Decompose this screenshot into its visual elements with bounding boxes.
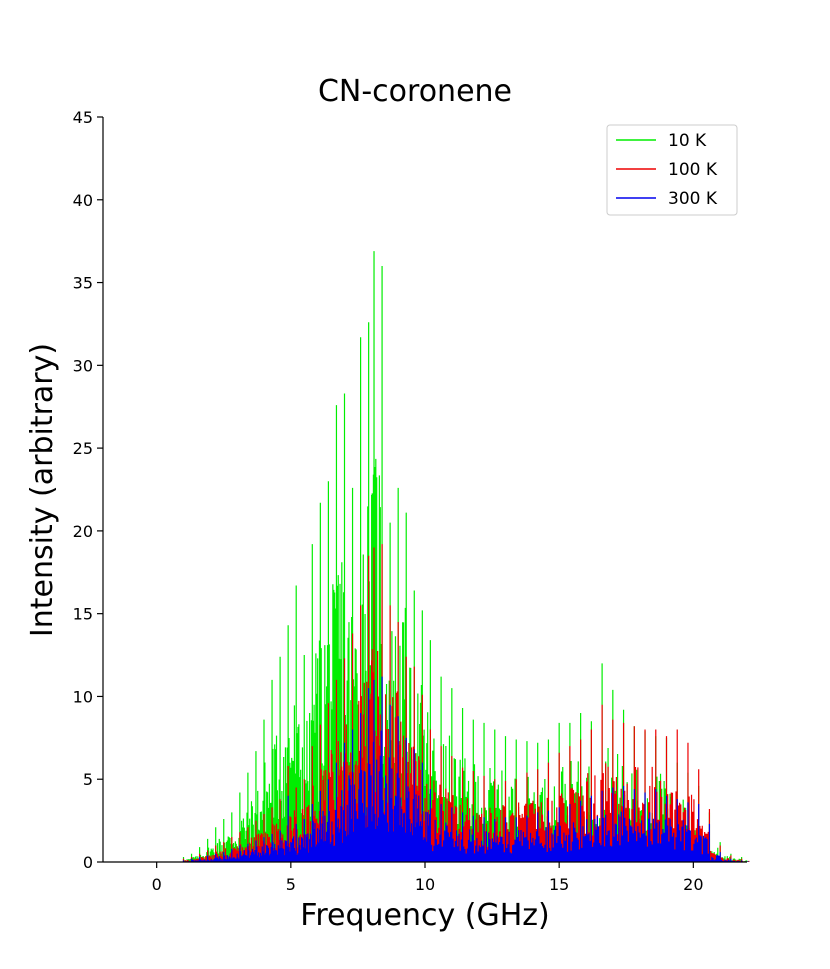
y-tick-label: 25 bbox=[73, 439, 93, 458]
y-tick-label: 15 bbox=[73, 605, 93, 624]
x-tick-label: 20 bbox=[683, 875, 703, 894]
series-lines bbox=[182, 676, 750, 862]
y-tick-label: 0 bbox=[83, 853, 93, 872]
x-axis-ticks: 0 5 10 15 20 bbox=[152, 862, 704, 894]
y-tick-label: 5 bbox=[83, 770, 93, 789]
chart-title: CN-coronene bbox=[318, 74, 512, 109]
series-layer bbox=[103, 251, 750, 863]
y-tick-label: 30 bbox=[73, 356, 93, 375]
y-tick-label: 40 bbox=[73, 191, 93, 210]
legend-label-300k: 300 K bbox=[668, 189, 718, 209]
y-tick-label: 10 bbox=[73, 687, 93, 706]
legend-label-100k: 100 K bbox=[668, 160, 718, 180]
legend-label-10k: 10 K bbox=[668, 131, 707, 151]
y-tick-label: 45 bbox=[73, 108, 93, 127]
x-tick-label: 15 bbox=[549, 875, 569, 894]
x-tick-label: 5 bbox=[286, 875, 296, 894]
series-lines bbox=[182, 251, 750, 862]
x-tick-label: 10 bbox=[415, 875, 435, 894]
x-tick-label: 0 bbox=[152, 875, 162, 894]
y-axis-ticks: 0 5 10 15 20 25 30 35 40 45 bbox=[73, 108, 103, 872]
legend-box bbox=[606, 124, 738, 216]
legend: 10 K 100 K 300 K bbox=[606, 124, 738, 216]
y-tick-label: 20 bbox=[73, 522, 93, 541]
x-axis-label: Frequency (GHz) bbox=[300, 898, 549, 933]
plot-area bbox=[103, 251, 750, 863]
y-axis-label: Intensity (arbitrary) bbox=[25, 343, 60, 637]
y-tick-label: 35 bbox=[73, 274, 93, 293]
